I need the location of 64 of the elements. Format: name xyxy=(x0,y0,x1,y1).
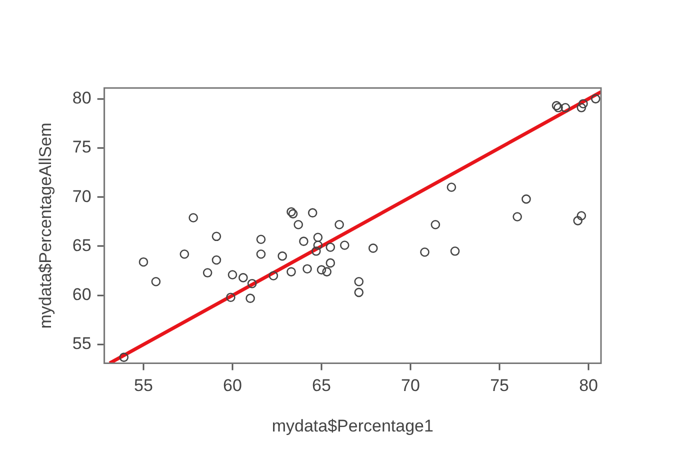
point xyxy=(591,94,600,104)
point xyxy=(294,220,304,230)
x-tick-label: 65 xyxy=(312,376,331,396)
y-tick-label: 60 xyxy=(72,285,92,304)
point xyxy=(278,251,287,261)
point xyxy=(354,288,364,298)
point xyxy=(326,258,336,268)
point xyxy=(212,232,222,242)
point xyxy=(256,234,266,244)
point xyxy=(450,246,460,256)
y-axis-title: mydata$PercentageAllSem xyxy=(36,122,55,329)
point xyxy=(188,213,198,222)
point xyxy=(368,244,378,253)
point xyxy=(430,220,440,230)
point xyxy=(522,194,531,204)
point xyxy=(247,278,257,288)
point xyxy=(228,270,238,280)
point xyxy=(326,242,336,252)
point xyxy=(576,211,586,220)
point xyxy=(268,271,278,280)
point xyxy=(299,236,308,246)
point xyxy=(238,273,248,282)
y-tick-label: 70 xyxy=(72,186,92,206)
point xyxy=(312,246,321,256)
point xyxy=(302,264,312,274)
x-tick-label: 70 xyxy=(401,376,420,396)
x-tick-label: 60 xyxy=(223,376,242,396)
point xyxy=(119,352,129,362)
point xyxy=(180,249,190,259)
point xyxy=(313,240,323,250)
y-tick-label: 65 xyxy=(72,236,92,255)
x-axis-title: mydata$Percentage1 xyxy=(272,416,434,436)
point xyxy=(316,265,326,274)
point xyxy=(286,267,296,276)
y-tick-label: 55 xyxy=(72,334,92,354)
point xyxy=(340,240,350,250)
point xyxy=(552,101,562,110)
point xyxy=(573,216,583,226)
point xyxy=(151,276,161,286)
x-tick-label: 55 xyxy=(134,376,153,396)
point xyxy=(354,276,364,286)
point xyxy=(308,208,318,218)
point xyxy=(420,247,430,257)
point xyxy=(286,207,296,216)
point xyxy=(256,249,266,259)
point xyxy=(202,268,212,278)
point xyxy=(446,182,456,192)
point xyxy=(576,103,586,112)
y-tick-label: 75 xyxy=(72,138,92,157)
point xyxy=(212,255,222,265)
point xyxy=(288,209,298,218)
point xyxy=(226,292,236,302)
point xyxy=(554,103,563,112)
x-tick-label: 80 xyxy=(579,376,598,396)
point xyxy=(138,257,148,267)
x-tick-label: 75 xyxy=(490,376,509,396)
point xyxy=(246,294,255,303)
point xyxy=(322,267,332,276)
point xyxy=(313,232,323,242)
point xyxy=(512,212,522,222)
point xyxy=(334,220,344,230)
point xyxy=(560,103,570,112)
y-tick-label: 80 xyxy=(72,88,92,108)
point xyxy=(578,99,588,108)
